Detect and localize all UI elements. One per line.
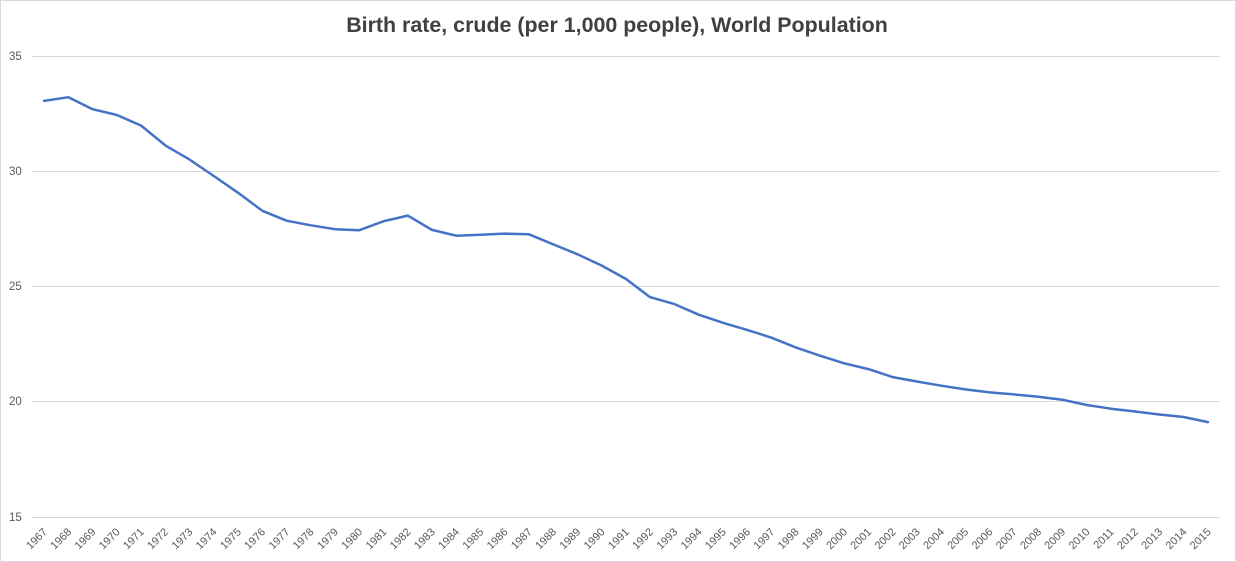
svg-text:25: 25 xyxy=(9,281,22,293)
svg-text:30: 30 xyxy=(9,166,22,178)
svg-text:Birth rate, crude (per 1,000 p: Birth rate, crude (per 1,000 people), Wo… xyxy=(346,13,888,37)
svg-text:15: 15 xyxy=(9,512,22,524)
svg-text:20: 20 xyxy=(9,396,22,408)
svg-text:35: 35 xyxy=(9,51,22,63)
